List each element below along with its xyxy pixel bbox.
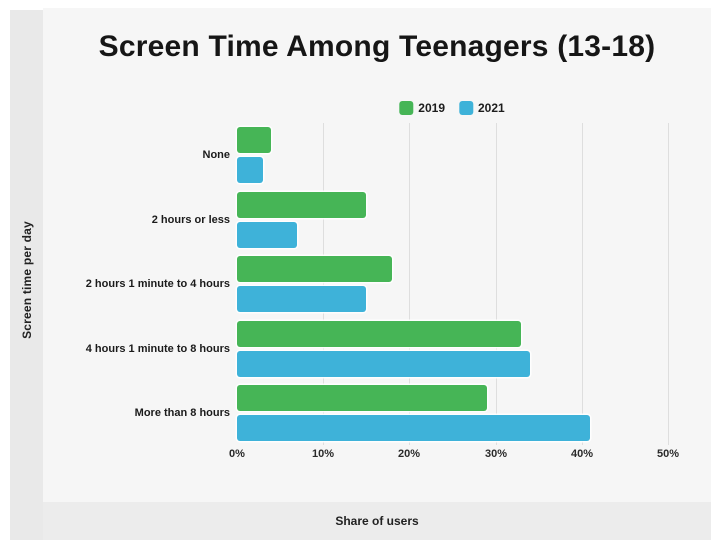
bar-2021-category-4	[237, 415, 590, 441]
category-label-2: 2 hours 1 minute to 4 hours	[85, 278, 230, 290]
bar-2019-category-3	[237, 321, 521, 347]
legend-swatch-2019	[399, 101, 414, 115]
x-tick-0%: 0%	[229, 448, 245, 460]
plot-area	[237, 123, 669, 445]
gridline-30%	[496, 123, 497, 445]
x-tick-50%: 50%	[656, 448, 680, 460]
x-tick-40%: 40%	[570, 448, 594, 460]
category-label-1: 2 hours or less	[151, 214, 230, 226]
category-label-3: 4 hours 1 minute to 8 hours	[85, 343, 230, 355]
legend-label-2019: 2019	[418, 101, 445, 115]
chart-title: Screen Time Among Teenagers (13-18)	[98, 30, 656, 63]
x-tick-20%: 20%	[397, 448, 421, 460]
category-label-0: None	[202, 149, 231, 161]
gridline-20%	[409, 123, 410, 445]
x-tick-10%: 10%	[311, 448, 335, 460]
bar-2021-category-2	[237, 286, 366, 312]
bar-2019-category-1	[237, 192, 366, 218]
legend: 2019 2021	[399, 101, 505, 115]
bar-2019-category-4	[237, 385, 487, 411]
bar-2021-category-1	[237, 222, 297, 248]
legend-swatch-2021	[459, 101, 473, 115]
legend-item-2019: 2019	[399, 101, 445, 115]
bar-2019-category-0	[237, 127, 271, 153]
bar-2021-category-0	[237, 157, 263, 183]
y-axis-label-strip: Screen time per day	[10, 10, 43, 540]
gridline-40%	[582, 123, 583, 445]
x-tick-30%: 30%	[484, 448, 508, 460]
x-axis-title: Share of users	[335, 514, 419, 528]
bar-2021-category-3	[237, 351, 530, 377]
gridline-50%	[668, 123, 669, 445]
gridline-10%	[323, 123, 324, 445]
legend-label-2021: 2021	[478, 101, 505, 115]
x-axis-label-strip: Share of users	[43, 502, 711, 540]
legend-item-2021: 2021	[459, 101, 505, 115]
bar-2019-category-2	[237, 256, 392, 282]
category-label-4: More than 8 hours	[134, 407, 230, 419]
